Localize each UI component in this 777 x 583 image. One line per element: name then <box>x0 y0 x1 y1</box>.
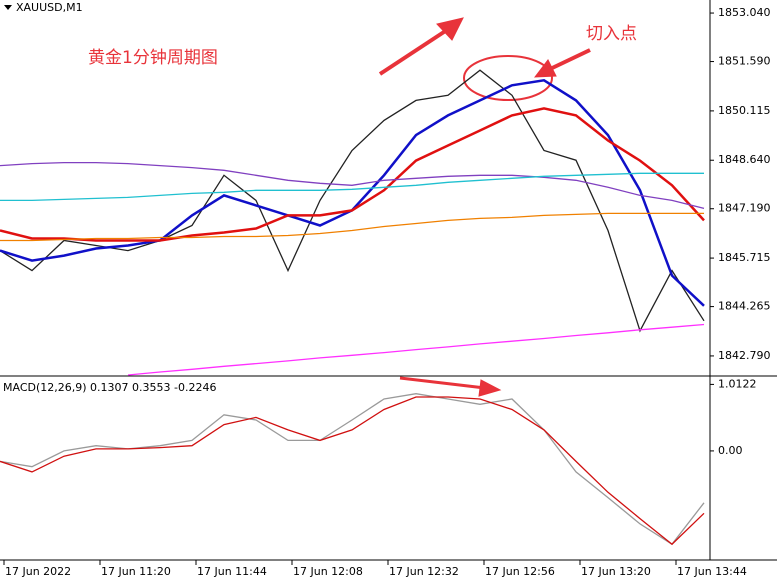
arrow <box>399 376 486 390</box>
series-line <box>0 161 705 210</box>
arrow-head <box>436 17 464 41</box>
x-tick-label: 17 Jun 12:56 <box>485 565 555 578</box>
x-tick-label: 17 Jun 11:44 <box>197 565 267 578</box>
series-line <box>0 69 705 333</box>
series-line <box>0 212 704 242</box>
x-tick-label: 17 Jun 2022 <box>5 565 71 578</box>
y-tick-label: 1845.715 <box>718 251 771 264</box>
y-tick-label: 1844.265 <box>718 300 771 313</box>
annotation: 切入点 <box>586 24 637 44</box>
series-line <box>0 396 705 546</box>
x-tick-label: 17 Jun 13:20 <box>581 565 651 578</box>
y-tick-label: 1850.115 <box>718 104 771 117</box>
series-line <box>0 107 705 242</box>
x-tick-label: 17 Jun 11:20 <box>101 565 171 578</box>
entry-circle <box>463 55 553 101</box>
x-tick-label: 17 Jun 12:32 <box>389 565 459 578</box>
series-line <box>0 172 704 202</box>
arrow <box>378 26 452 76</box>
y-tick-label: 1853.040 <box>718 6 771 19</box>
symbol-label: XAUUSD,M1 <box>16 1 83 14</box>
y-tick-label: 1848.640 <box>718 153 771 166</box>
macd-label: MACD(12,26,9) 0.1307 0.3553 -0.2246 <box>3 381 216 394</box>
y-tick-label: 1847.190 <box>718 202 771 215</box>
arrows <box>378 17 591 397</box>
y-tick-label: 0.00 <box>718 444 743 457</box>
menu-arrow <box>4 5 12 10</box>
series-line <box>0 393 705 546</box>
annotation: 黄金1分钟周期图 <box>88 48 218 68</box>
x-tick-label: 17 Jun 12:08 <box>293 565 363 578</box>
arrow <box>547 48 591 72</box>
series-line <box>127 323 705 376</box>
y-tick-label: 1842.790 <box>718 349 771 362</box>
x-tick-label: 17 Jun 13:44 <box>677 565 747 578</box>
y-tick-label: 1.0122 <box>718 377 757 390</box>
y-tick-label: 1851.590 <box>718 55 771 68</box>
arrow-head <box>478 379 502 397</box>
